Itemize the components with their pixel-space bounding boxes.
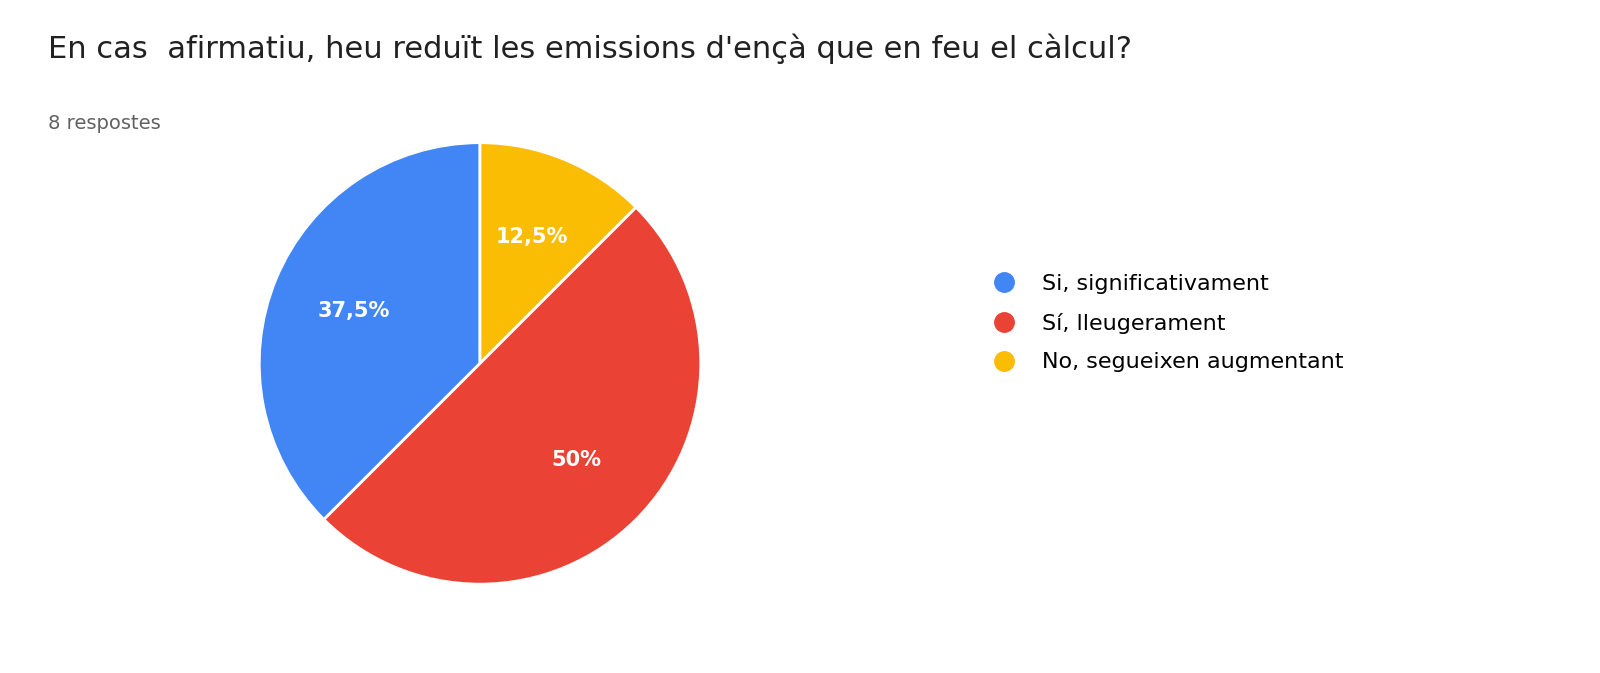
- Text: En cas  afirmatiu, heu reduït les emissions d'ençà que en feu el càlcul?: En cas afirmatiu, heu reduït les emissio…: [48, 34, 1133, 64]
- Legend: Si, significativament, Sí, lleugerament, No, segueixen augmentant: Si, significativament, Sí, lleugerament,…: [971, 262, 1355, 384]
- Text: 37,5%: 37,5%: [317, 301, 390, 321]
- Text: 12,5%: 12,5%: [496, 227, 568, 247]
- Text: 50%: 50%: [552, 450, 602, 470]
- Wedge shape: [480, 143, 637, 363]
- Text: 8 respostes: 8 respostes: [48, 114, 160, 133]
- Wedge shape: [323, 207, 701, 584]
- Wedge shape: [259, 143, 480, 520]
